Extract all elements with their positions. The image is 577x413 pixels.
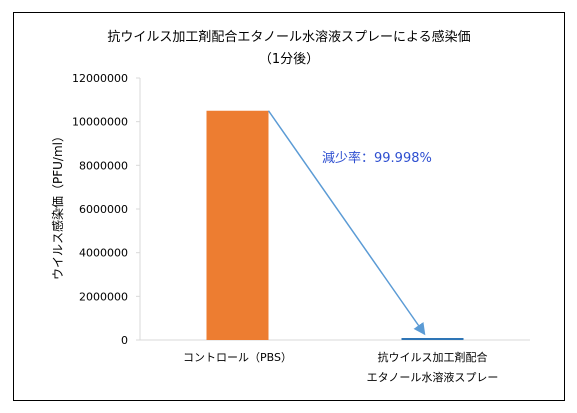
chart-subtitle: （1分後） [259, 52, 319, 67]
bar [206, 110, 269, 340]
y-axis-label: ウイルス感染価（PFU/ml） [50, 130, 65, 280]
y-tick-label: 12000000 [72, 72, 128, 85]
x-tick-label: 抗ウイルス加工剤配合 [378, 350, 488, 364]
y-tick-label: 0 [121, 334, 128, 347]
y-tick-label: 4000000 [79, 247, 128, 260]
x-tick-label: エタノール水溶液スプレー [367, 370, 499, 384]
bar [401, 338, 464, 340]
plot-area: 0 2000000 4000000 6000000 8000000 10000000 120… [72, 72, 530, 384]
y-tick-label: 10000000 [72, 116, 128, 129]
y-tick-label: 8000000 [79, 159, 128, 172]
chart-title: 抗ウイルス加工剤配合エタノール水溶液スプレーによる感染価 [107, 29, 470, 45]
annotation-text: 減少率：99.998% [322, 150, 432, 166]
annotation-arrow [267, 110, 426, 336]
chart-border [13, 12, 565, 401]
y-tick-label: 2000000 [79, 290, 128, 303]
y-tick-label: 6000000 [79, 203, 128, 216]
x-tick-label: コントロール（PBS） [183, 351, 292, 364]
